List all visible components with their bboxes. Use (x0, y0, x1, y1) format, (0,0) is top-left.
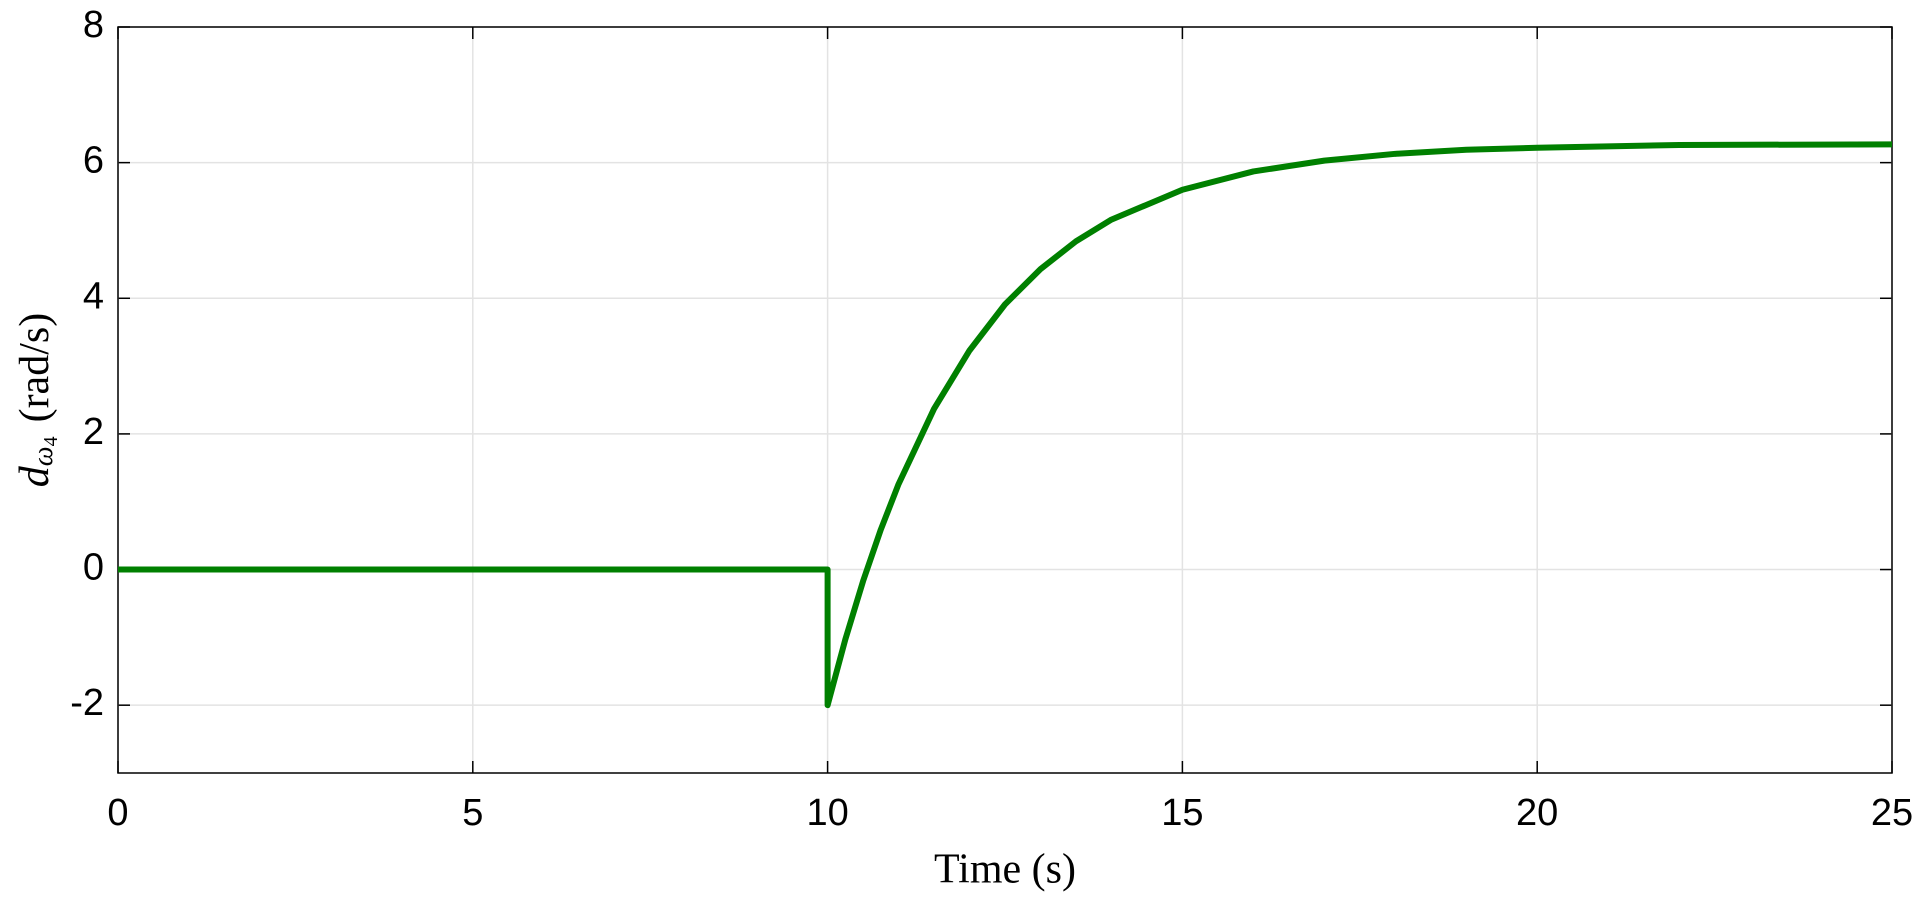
y-tick-label: 8 (83, 4, 104, 46)
y-tick-label: 0 (83, 547, 104, 589)
y-label-unit: (rad/s) (12, 313, 58, 423)
plot-frame (117, 26, 1893, 774)
data-line (118, 141, 1893, 709)
x-axis-label: Time (s) (934, 847, 1076, 893)
y-tick-label: -2 (70, 682, 104, 724)
y-tick-label: 6 (83, 140, 104, 182)
x-tick-label: 5 (462, 792, 483, 834)
x-tick-label: 0 (107, 792, 128, 834)
x-tick-label: 25 (1871, 792, 1913, 834)
y-axis-label: dω4 (rad/s) (12, 313, 62, 487)
y-label-symbol: d (12, 465, 58, 487)
y-label-subscript: ω (28, 446, 59, 466)
y-tick-label: 4 (83, 275, 104, 317)
y-label-sub-subscript: 4 (40, 436, 62, 446)
x-tick-label: 15 (1161, 792, 1203, 834)
x-tick-label: 20 (1516, 792, 1558, 834)
y-tick-label: 2 (83, 411, 104, 453)
x-tick-label: 10 (806, 792, 848, 834)
